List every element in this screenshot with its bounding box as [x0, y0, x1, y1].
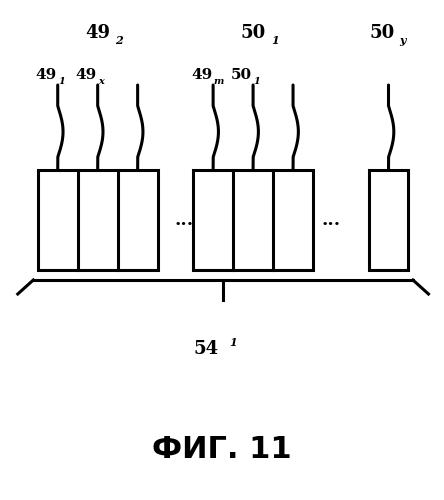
Text: x: x — [98, 78, 104, 86]
Text: 1: 1 — [254, 78, 260, 86]
Text: 1: 1 — [271, 36, 278, 46]
Text: ...: ... — [321, 211, 341, 229]
Text: 2: 2 — [115, 36, 123, 46]
Text: 50: 50 — [231, 68, 252, 82]
Bar — [193, 170, 313, 270]
Text: ...: ... — [174, 211, 194, 229]
Text: 49: 49 — [85, 24, 110, 42]
Text: 1: 1 — [230, 338, 238, 348]
Text: 49: 49 — [191, 68, 212, 82]
Text: 49: 49 — [75, 68, 97, 82]
Text: y: y — [400, 36, 406, 46]
Text: m: m — [214, 78, 224, 86]
Bar — [369, 170, 408, 270]
Text: 50: 50 — [241, 24, 266, 42]
Text: 54: 54 — [194, 340, 218, 358]
Bar — [38, 170, 158, 270]
Text: 1: 1 — [58, 78, 65, 86]
Text: 49: 49 — [36, 68, 57, 82]
Text: 50: 50 — [369, 24, 394, 42]
Text: ФИГ. 11: ФИГ. 11 — [152, 436, 292, 464]
